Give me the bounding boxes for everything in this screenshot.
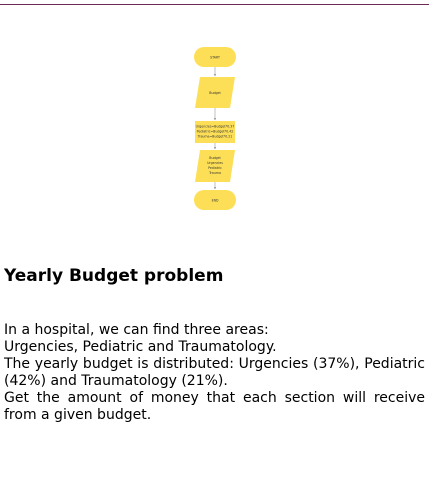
flowchart: START Budget Urgencies=Budget*0.37 Pedia… bbox=[180, 45, 250, 215]
input-label: Budget bbox=[209, 91, 221, 95]
output-line-3: Pediatric bbox=[208, 166, 222, 170]
paragraph-2: Urgencies, Pediatric and Traumatology. bbox=[4, 339, 277, 355]
process-line-3: Trauma=Budget*0.21 bbox=[197, 135, 233, 139]
input-parallelogram bbox=[195, 77, 235, 108]
output-line-2: Urgencies bbox=[207, 161, 223, 165]
output-line-4: Trauma bbox=[208, 171, 221, 175]
process-line-2: Pediatric=Budget*0.42 bbox=[197, 130, 234, 134]
end-terminal bbox=[194, 190, 236, 210]
start-label: START bbox=[210, 56, 220, 60]
start-terminal bbox=[194, 47, 236, 67]
flowchart-diagram: START Budget Urgencies=Budget*0.37 Pedia… bbox=[194, 47, 236, 210]
problem-description: In a hospital, we can find three areas: … bbox=[4, 322, 425, 424]
problem-title: Yearly Budget problem bbox=[4, 266, 224, 286]
end-label: END bbox=[212, 199, 219, 203]
output-line-1: Budget bbox=[209, 156, 221, 160]
paragraph-1: In a hospital, we can find three areas: bbox=[4, 322, 269, 338]
top-divider bbox=[0, 4, 429, 5]
output-parallelogram bbox=[195, 150, 235, 182]
paragraph-3: The yearly budget is distributed: Urgenc… bbox=[4, 356, 425, 389]
process-box bbox=[195, 121, 235, 143]
process-line-1: Urgencies=Budget*0.37 bbox=[196, 125, 235, 129]
paragraph-4: Get the amount of money that each sectio… bbox=[4, 390, 425, 423]
